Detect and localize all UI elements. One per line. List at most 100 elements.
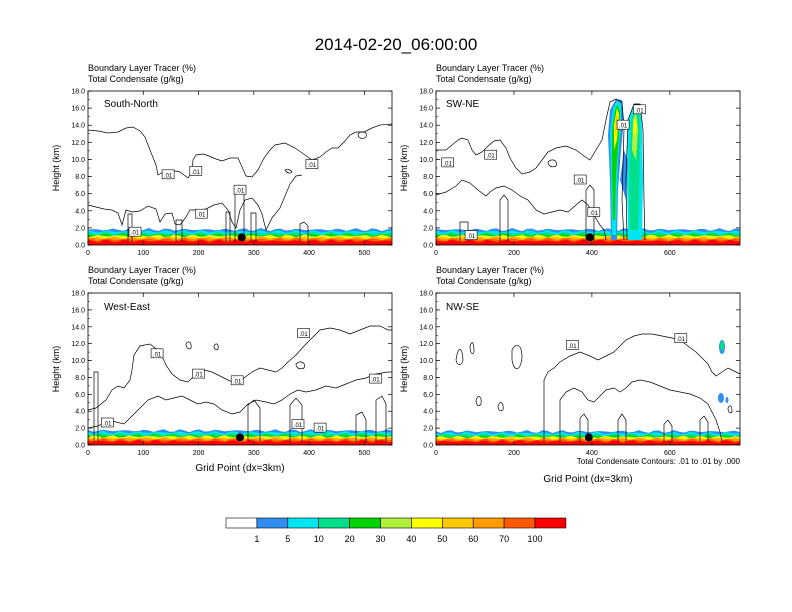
contour-label: .01 [484, 149, 497, 160]
tracer-band [436, 239, 740, 245]
y-tick-label: 16.0 [419, 307, 433, 314]
x-tick-label: 0 [434, 250, 438, 257]
svg-text:.01: .01 [194, 373, 203, 379]
panel-header-condensate: Total Condensate (g/kg) [88, 276, 184, 286]
isolated-cloud-shading [718, 340, 729, 403]
plot-background [436, 91, 740, 245]
y-tick-label: 18.0 [419, 291, 433, 298]
y-tick-label: 2.0 [75, 426, 85, 433]
x-tick-label: 400 [303, 250, 315, 257]
contour-label: .01 [297, 328, 310, 338]
axis-ticks: 0.0 2.0 4.0 6.0 8.0 10.0 12.0 14.0 16.0 18.0 0 100 2… [71, 89, 392, 257]
cloud-boundary-contour [459, 103, 646, 242]
panel-header-condensate: Total Condensate (g/kg) [88, 74, 184, 84]
contour-label: .01 [189, 166, 203, 176]
condensate-contours [436, 98, 646, 242]
y-tick-label: 12.0 [419, 341, 433, 348]
y-tick-label: 14.0 [71, 324, 85, 331]
y-tick-label: 6.0 [75, 392, 85, 399]
colorbar-label: 1 [254, 534, 259, 544]
x-tick-label: 200 [193, 250, 205, 257]
x-tick-label: 100 [137, 450, 149, 457]
contour-label: .01 [305, 159, 319, 169]
svg-text:.01: .01 [371, 378, 380, 384]
x-tick-label: 100 [137, 250, 149, 257]
panel-south-north: Boundary Layer Tracer (%) Total Condensa… [51, 63, 393, 257]
panel-label: SW-NE [446, 99, 479, 110]
x-tick-label: 300 [248, 250, 260, 257]
y-tick-label: 10.0 [419, 157, 433, 164]
contour-labels: .01 .01 .01 .01 .01 .01 .01 [441, 104, 646, 240]
panel-west-east: Boundary Layer Tracer (%) Total Condensa… [51, 265, 393, 474]
panel-header-tracer: Boundary Layer Tracer (%) [436, 265, 544, 275]
contour-label: .01 [616, 119, 630, 130]
panel-header-condensate: Total Condensate (g/kg) [436, 74, 532, 84]
panel-label: NW-SE [446, 302, 479, 313]
svg-text:.01: .01 [635, 108, 644, 114]
x-tick-label: 600 [664, 450, 676, 457]
cloud-boundary-contour [88, 371, 392, 429]
y-axis-label: Height (km) [51, 145, 61, 192]
colorbar-swatch [503, 517, 536, 529]
svg-text:.01: .01 [308, 163, 317, 169]
cloud-boundary-contour [436, 179, 607, 241]
y-tick-label: 6.0 [75, 191, 85, 198]
colorbar: 1 5 10 20 30 40 50 60 70 100 [225, 517, 567, 544]
panel-header-tracer: Boundary Layer Tracer (%) [88, 265, 196, 275]
y-tick-label: 2.0 [423, 225, 433, 232]
y-tick-label: 4.0 [75, 409, 85, 416]
svg-text:.01: .01 [619, 124, 628, 130]
svg-text:.01: .01 [236, 189, 245, 195]
cloud-boundary-contour [88, 325, 392, 411]
y-tick-label: 16.0 [71, 307, 85, 314]
y-tick-label: 8.0 [75, 174, 85, 181]
contour-label: .01 [291, 419, 305, 429]
x-tick-label: 200 [508, 450, 520, 457]
contour-label: .01 [566, 340, 579, 350]
y-tick-label: 14.0 [419, 324, 433, 331]
contour-label: .01 [441, 157, 455, 167]
panel-sw-ne: Boundary Layer Tracer (%) Total Condensa… [399, 63, 741, 257]
contour-label: .01 [587, 207, 601, 217]
cloud-boundary-contour [284, 131, 367, 174]
panel-header-tracer: Boundary Layer Tracer (%) [436, 63, 544, 73]
svg-text:.01: .01 [131, 231, 140, 237]
contour-labels: .01 .01 [566, 333, 688, 350]
svg-text:.01: .01 [164, 173, 173, 179]
cloud-boundary-contour [547, 159, 557, 168]
y-tick-label: 14.0 [419, 123, 433, 130]
y-tick-label: 16.0 [419, 106, 433, 113]
colorbar-swatch [256, 517, 289, 529]
contour-label: .01 [101, 417, 114, 428]
x-tick-label: 200 [193, 450, 205, 457]
x-tick-label: 0 [434, 450, 438, 457]
contour-label: .01 [674, 333, 688, 343]
y-tick-label: 12.0 [71, 341, 85, 348]
colorbar-swatch [287, 517, 319, 529]
svg-text:.01: .01 [677, 337, 686, 343]
axis-ticks: 0.0 2.0 4.0 6.0 8.0 10.0 12.0 14.0 16.0 18.0 0 100 2… [71, 291, 392, 457]
cloud-boundary-contour [93, 371, 387, 442]
tracer-band [436, 440, 740, 445]
svg-text:.01: .01 [103, 422, 112, 428]
colorbar-label: 50 [437, 534, 447, 544]
svg-text:.01: .01 [294, 423, 303, 429]
y-tick-label: 0.0 [75, 443, 85, 450]
y-tick-label: 4.0 [423, 208, 433, 215]
axis-ticks: 0.0 2.0 4.0 6.0 8.0 10.0 12.0 14.0 16.0 18.0 0 200 4… [419, 89, 740, 257]
contour-footnote: Total Condensate Contours: .01 to .01 by… [577, 457, 741, 466]
contour-label: .01 [633, 104, 646, 114]
colorbar-swatch [441, 517, 474, 529]
x-tick-label: 400 [303, 450, 315, 457]
colorbar-label: 70 [499, 534, 509, 544]
contour-label: .01 [464, 230, 478, 240]
x-tick-label: 300 [248, 450, 260, 457]
x-tick-label: 500 [359, 450, 371, 457]
svg-text:.01: .01 [467, 234, 476, 240]
y-tick-label: 18.0 [71, 89, 85, 96]
colorbar-swatch [225, 517, 258, 529]
y-tick-label: 6.0 [423, 191, 433, 198]
cloud-boundary-contour [436, 98, 625, 241]
condensate-contours [455, 333, 740, 443]
svg-text:.01: .01 [576, 179, 585, 185]
